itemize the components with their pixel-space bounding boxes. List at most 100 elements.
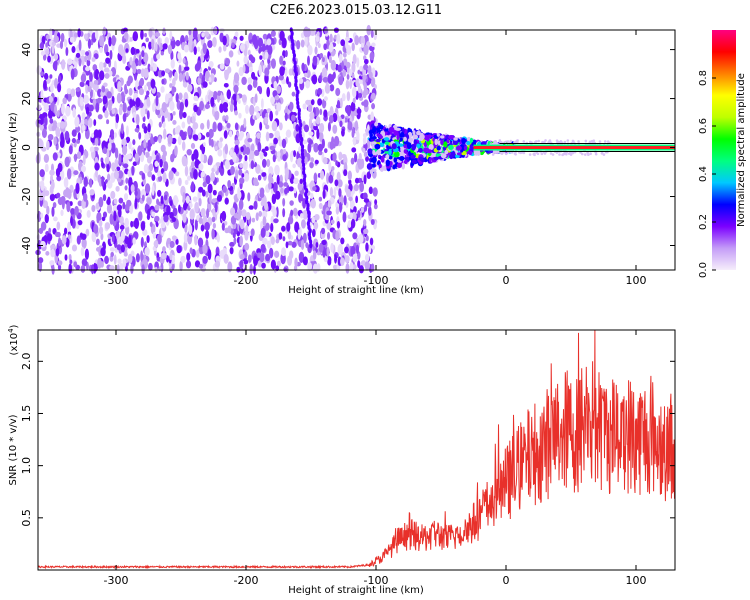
noise-cell: [81, 57, 85, 67]
noise-cell: [273, 137, 278, 145]
noise-cell: [70, 208, 76, 215]
noise-cell: [169, 100, 175, 111]
noise-cell: [205, 131, 210, 138]
noise-cell: [227, 261, 233, 273]
noise-cell: [217, 122, 223, 132]
noise-cell: [74, 153, 77, 163]
noise-cell: [179, 130, 184, 139]
noise-cell: [184, 98, 189, 108]
noise-cell: [229, 103, 234, 113]
noise-cell: [284, 112, 288, 122]
colorbar-label: Normalized spectral amplitude: [736, 73, 747, 227]
noise-cell: [125, 177, 129, 184]
noise-cell: [104, 222, 111, 230]
noise-cell: [365, 128, 370, 136]
noise-cell: [83, 33, 88, 40]
noise-cell: [147, 170, 153, 178]
noise-cell: [163, 161, 169, 172]
y-tick-label: -40: [20, 237, 33, 255]
noise-cell: [166, 205, 171, 216]
noise-cell: [329, 41, 334, 53]
noise-cell: [70, 68, 75, 80]
noise-cell: [265, 253, 271, 262]
noise-cell: [281, 247, 287, 257]
noise-cell: [43, 79, 47, 90]
noise-cell: [281, 138, 287, 149]
signal-cell: [403, 159, 408, 164]
noise-cell: [373, 203, 378, 210]
noise-cell: [283, 182, 289, 187]
noise-cell: [109, 129, 115, 137]
noise-cell: [199, 144, 204, 151]
noise-cell: [243, 55, 248, 65]
noise-cell: [120, 91, 125, 103]
noise-cell: [302, 209, 308, 220]
noise-cell: [238, 168, 243, 176]
noise-cell: [75, 182, 80, 195]
drift-cell: [309, 242, 313, 249]
noise-cell: [302, 256, 308, 266]
noise-cell: [331, 166, 335, 171]
noise-cell: [326, 246, 330, 257]
signal-cell: [455, 145, 462, 151]
noise-cell: [138, 211, 143, 222]
noise-cell: [143, 138, 147, 149]
noise-cell: [159, 158, 163, 168]
noise-cell: [307, 45, 313, 56]
noise-cell: [223, 69, 230, 77]
noise-cell: [177, 204, 181, 214]
noise-cell: [185, 72, 189, 81]
noise-cell: [37, 239, 41, 246]
noise-cell: [234, 31, 239, 38]
noise-cell: [303, 72, 308, 78]
noise-cell: [167, 44, 173, 55]
colorbar-tick-label: 0.0: [698, 262, 709, 278]
noise-cell: [317, 98, 323, 106]
noise-cell: [338, 152, 342, 159]
noise-cell: [59, 40, 64, 49]
noise-cell: [95, 169, 98, 178]
noise-cell: [307, 55, 310, 66]
noise-cell: [335, 230, 340, 242]
noise-cell: [261, 172, 267, 177]
noise-cell: [253, 200, 258, 210]
x-tick-label: -200: [234, 274, 259, 287]
signal-cell: [411, 159, 417, 164]
noise-cell: [79, 96, 84, 107]
signal-cell: [371, 141, 377, 145]
noise-cell: [120, 244, 125, 253]
noise-cell: [206, 119, 210, 130]
noise-cell: [94, 137, 99, 146]
noise-cell: [70, 88, 76, 98]
signal-cell: [385, 159, 391, 167]
noise-cell: [236, 60, 240, 67]
noise-cell: [134, 152, 140, 162]
signal-cell: [371, 156, 377, 164]
noise-cell: [116, 204, 123, 211]
noise-cell: [257, 37, 264, 48]
noise-cell: [344, 246, 349, 254]
noise-cell: [90, 264, 95, 275]
noise-cell: [62, 97, 67, 105]
noise-cell: [51, 125, 55, 132]
signal-cell: [399, 131, 405, 138]
noise-cell: [368, 71, 373, 79]
noise-cell: [201, 189, 206, 197]
noise-cell: [97, 257, 102, 269]
noise-cell: [314, 159, 319, 165]
noise-cell: [293, 150, 297, 158]
noise-cell: [166, 237, 172, 244]
noise-cell: [327, 73, 333, 84]
signal-cell: [375, 138, 381, 143]
noise-cell: [243, 259, 249, 265]
noise-cell: [180, 255, 186, 263]
signal-cell: [434, 138, 438, 146]
noise-cell: [68, 145, 73, 155]
noise-cell: [300, 39, 305, 48]
noise-cell: [250, 143, 255, 153]
noise-cell: [151, 174, 156, 181]
noise-cell: [248, 54, 254, 61]
halo-cell: [498, 140, 502, 143]
y-tick-label: 0: [20, 144, 33, 151]
noise-cell: [52, 152, 58, 161]
